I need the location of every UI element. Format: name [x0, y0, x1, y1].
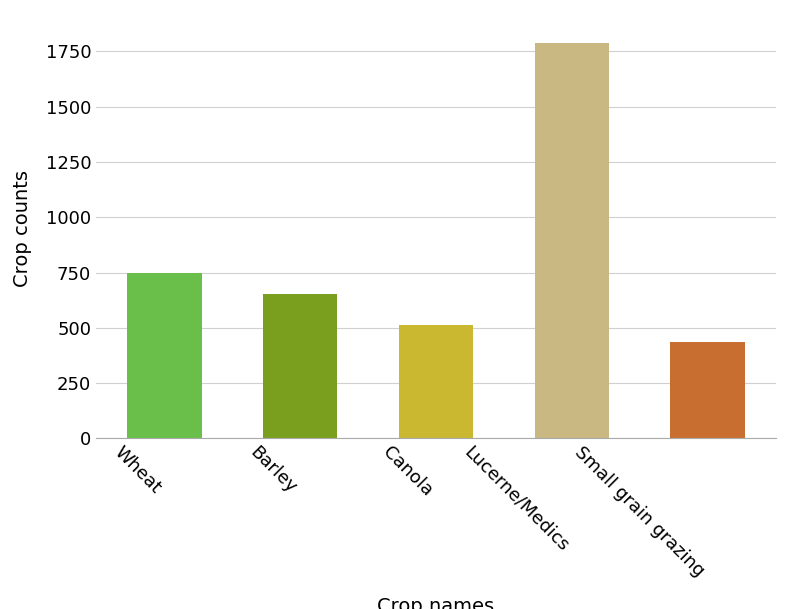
Y-axis label: Crop counts: Crop counts — [13, 170, 32, 287]
Bar — [262, 294, 338, 438]
Bar — [670, 342, 745, 438]
Bar — [398, 325, 474, 438]
Bar — [534, 43, 610, 438]
X-axis label: Crop names: Crop names — [378, 597, 494, 609]
Bar — [127, 273, 202, 438]
